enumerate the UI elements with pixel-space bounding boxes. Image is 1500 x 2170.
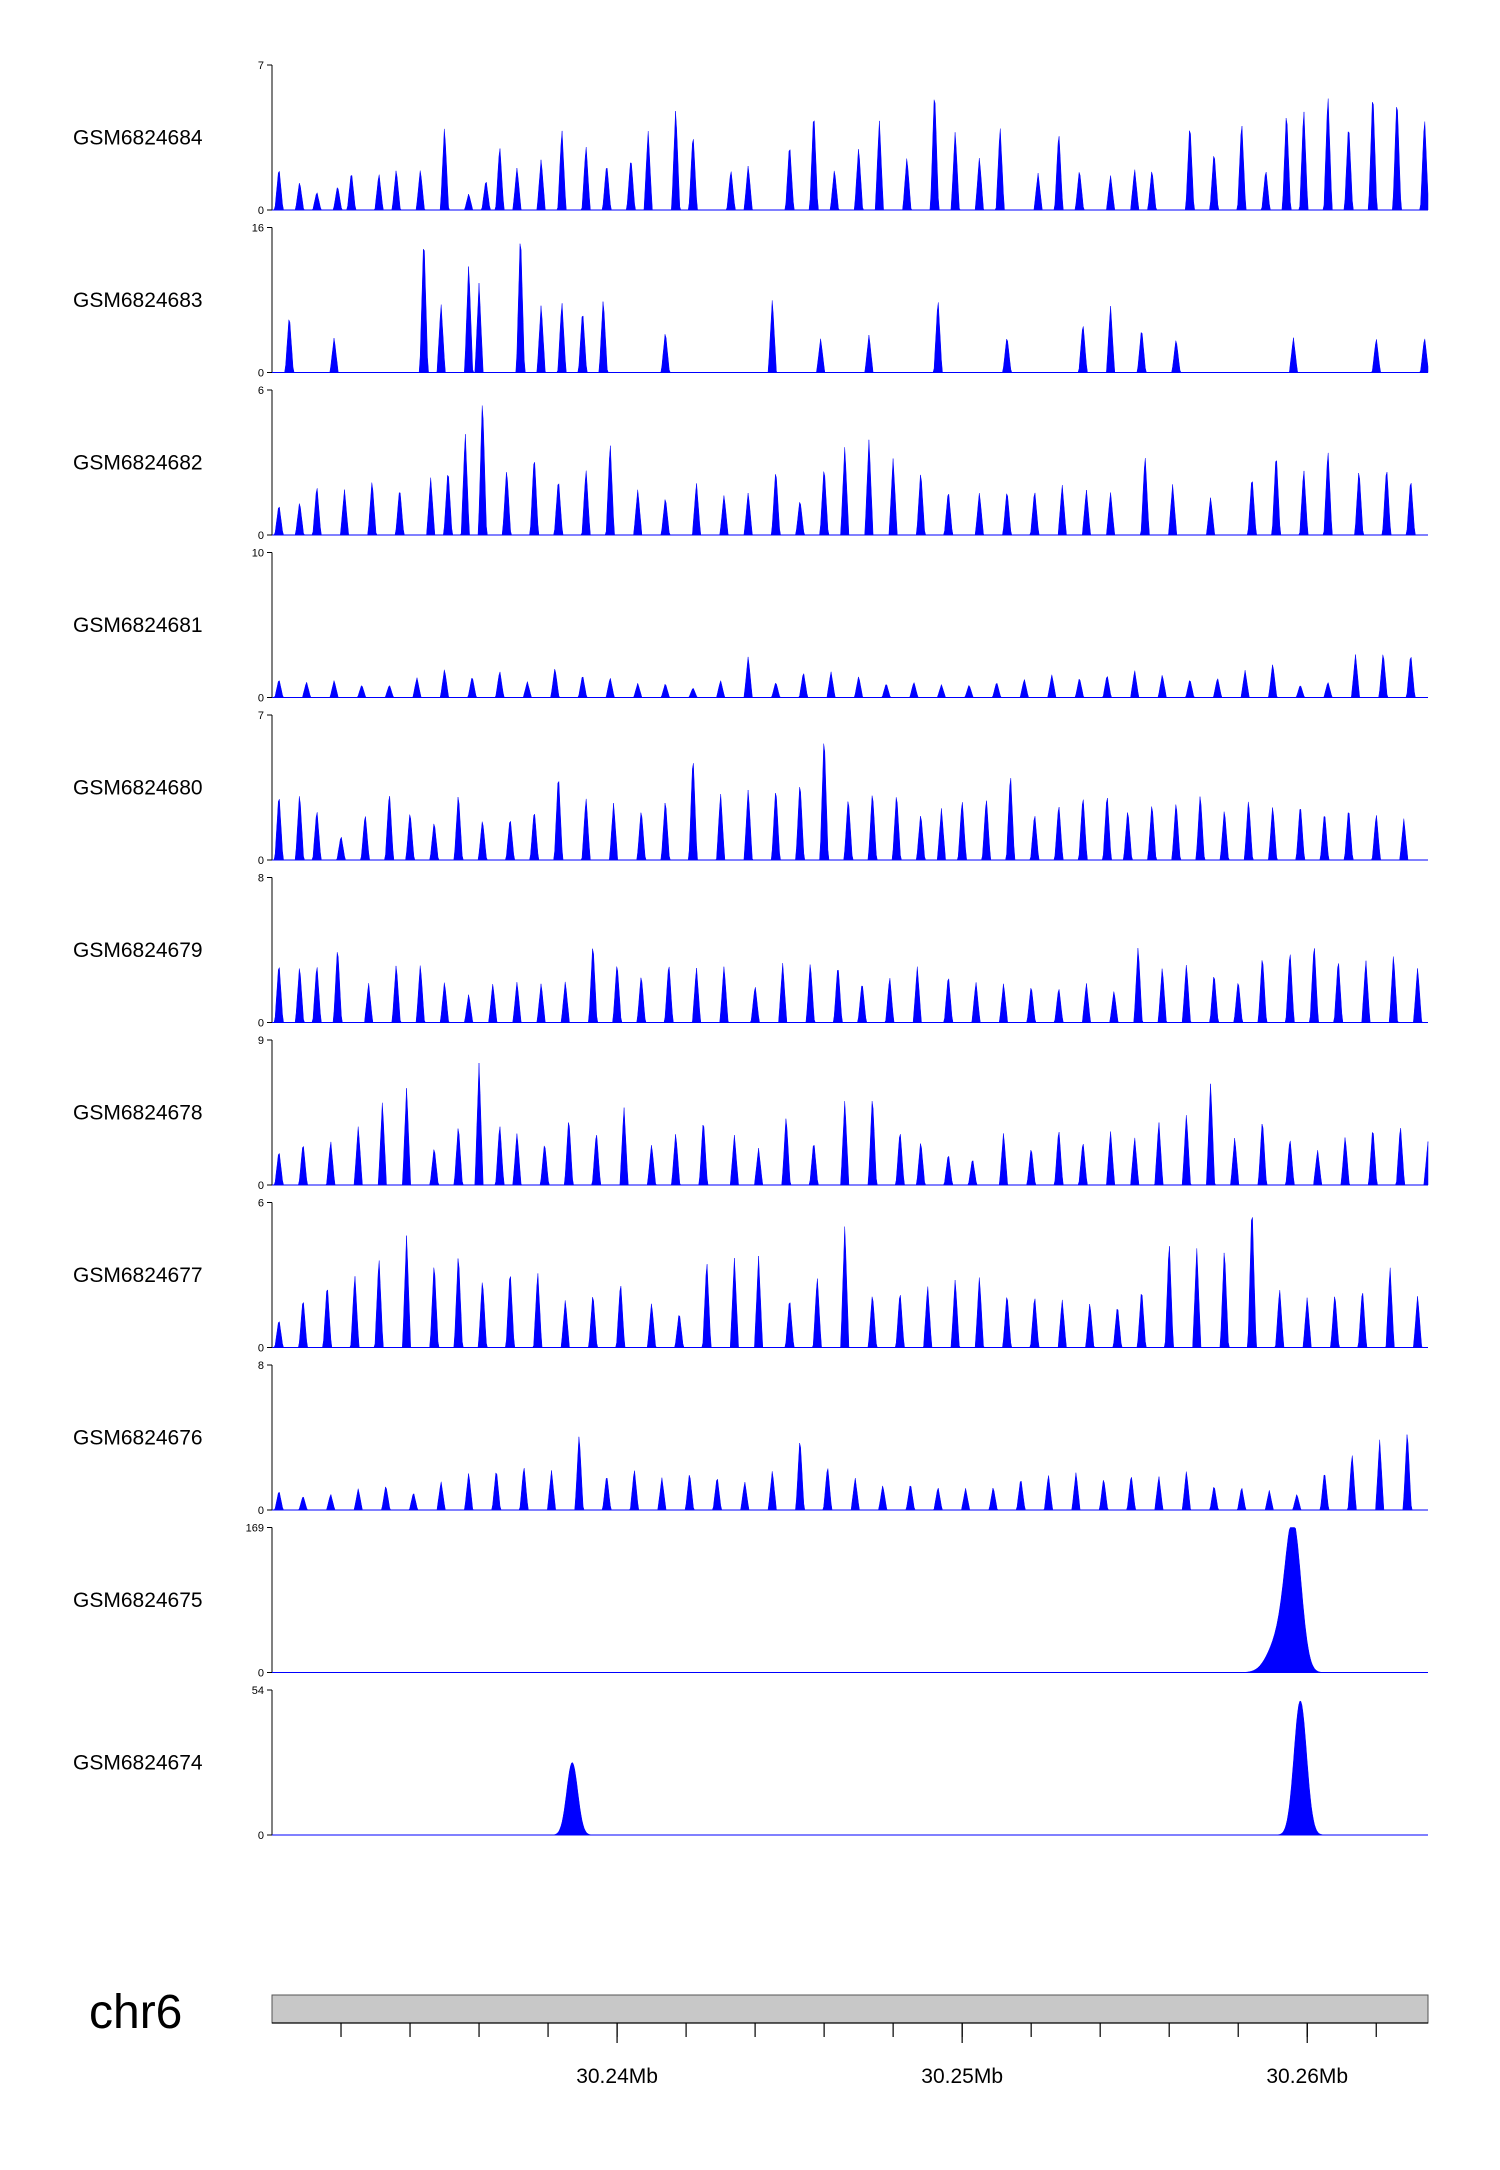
y-max-label: 10 [252, 548, 264, 560]
signal-area-GSM6824678 [272, 1062, 1429, 1186]
chromosome-band [271, 1994, 1429, 2024]
y-max-label: 6 [258, 385, 264, 397]
track-label: GSM6824677 [73, 1264, 203, 1287]
signal-area-GSM6824684 [272, 98, 1429, 211]
signal-area-GSM6824681 [272, 654, 1428, 698]
y-min-label: 0 [258, 1180, 264, 1192]
track-GSM6824682: GSM6824682 6 0 [73, 385, 1428, 542]
y-min-label: 0 [258, 205, 264, 217]
signal-area-GSM6824677 [272, 1217, 1428, 1348]
chromosome-ideogram: chr6 30.24Mb 30.25Mb 30.26Mb [89, 1986, 1429, 2088]
x-tick-label: 30.26Mb [1266, 2065, 1348, 2088]
track-GSM6824675: GSM6824675 169 0 [73, 1523, 1428, 1680]
track-label: GSM6824681 [73, 614, 203, 637]
track-label: GSM6824683 [73, 289, 203, 312]
track-label: GSM6824682 [73, 452, 203, 475]
y-max-label: 6 [258, 1198, 264, 1210]
signal-area-GSM6824675 [272, 1527, 1428, 1673]
y-max-label: 7 [258, 60, 264, 72]
genome-axis-ticks: 30.24Mb 30.25Mb 30.26Mb [340, 2023, 1377, 2088]
track-label: GSM6824674 [73, 1752, 203, 1775]
y-max-label: 16 [252, 223, 264, 235]
y-min-label: 0 [258, 855, 264, 867]
track-GSM6824683: GSM6824683 16 0 [73, 223, 1429, 380]
y-max-label: 7 [258, 710, 264, 722]
y-max-label: 54 [252, 1685, 264, 1697]
track-GSM6824677: GSM6824677 6 0 [73, 1198, 1428, 1355]
chromosome-label: chr6 [89, 1986, 182, 2039]
track-GSM6824684: GSM6824684 7 0 [73, 60, 1429, 217]
signal-area-GSM6824679 [272, 948, 1428, 1023]
x-tick-label: 30.24Mb [576, 2065, 658, 2088]
y-min-label: 0 [258, 1343, 264, 1355]
track-label: GSM6824676 [73, 1427, 203, 1450]
y-min-label: 0 [258, 1668, 264, 1680]
x-tick-label: 30.25Mb [921, 2065, 1003, 2088]
track-GSM6824674: GSM6824674 54 0 [73, 1685, 1428, 1842]
y-min-label: 0 [258, 530, 264, 542]
track-GSM6824680: GSM6824680 7 0 [73, 710, 1428, 867]
y-min-label: 0 [258, 693, 264, 705]
track-label: GSM6824675 [73, 1589, 203, 1612]
y-max-label: 9 [258, 1035, 264, 1047]
y-min-label: 0 [258, 1830, 264, 1842]
signal-tracks: GSM682468470GSM6824683160GSM682468260GSM… [73, 60, 1429, 1842]
track-label: GSM6824679 [73, 939, 203, 962]
y-min-label: 0 [258, 1505, 264, 1517]
y-min-label: 0 [258, 368, 264, 380]
y-max-label: 8 [258, 1360, 264, 1372]
y-max-label: 169 [246, 1523, 264, 1535]
y-max-label: 8 [258, 873, 264, 885]
signal-area-GSM6824680 [272, 743, 1428, 861]
track-GSM6824678: GSM6824678 9 0 [73, 1035, 1429, 1192]
track-label: GSM6824680 [73, 777, 203, 800]
signal-area-GSM6824676 [272, 1434, 1428, 1511]
track-label: GSM6824678 [73, 1102, 203, 1125]
track-GSM6824681: GSM6824681 10 0 [73, 548, 1428, 705]
signal-area-GSM6824674 [272, 1700, 1428, 1836]
track-GSM6824679: GSM6824679 8 0 [73, 873, 1428, 1030]
y-min-label: 0 [258, 1018, 264, 1030]
signal-area-GSM6824683 [272, 243, 1429, 373]
signal-area-GSM6824682 [272, 405, 1428, 536]
track-GSM6824676: GSM6824676 8 0 [73, 1360, 1428, 1517]
track-label: GSM6824684 [73, 127, 203, 150]
